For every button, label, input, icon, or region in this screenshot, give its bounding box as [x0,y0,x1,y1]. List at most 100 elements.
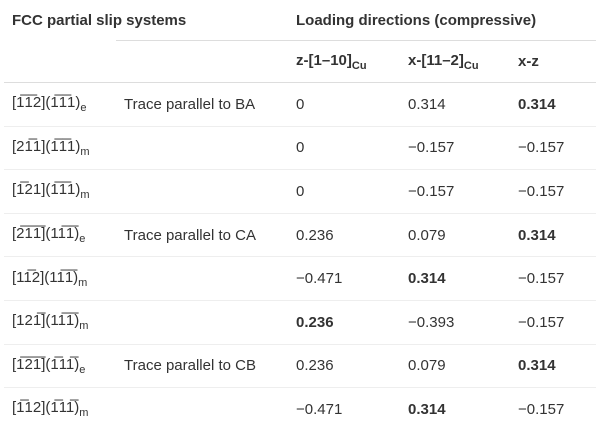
slip-system: [21̅1](1̅1̅1) [12,137,81,155]
value-cell: 0.314 [400,388,510,431]
value-cell: −0.157 [400,126,511,171]
column-header: z-[1–10]Cu [288,40,401,83]
value-cell: 0.314 [400,256,511,301]
value-cell: 0.314 [510,82,597,127]
table-row: [2̅1̅1̅](11̅1̅)e Trace parallel to CA 0.23… [4,213,597,258]
slip-system: [121̅](11̅1̅) [12,312,80,330]
value: −0.157 [518,182,565,200]
value: −0.157 [518,139,565,157]
slip-system-subscript: m [80,145,90,158]
column-header-text: z-[1–10] [296,51,352,69]
value: 0.236 [296,226,334,244]
value-cell: −0.157 [510,169,597,214]
table-row: [1̅12](1̅11̅)m −0.471 0.314 −0.157 [4,388,596,431]
value: 0.314 [408,270,446,288]
value-cell: 0.314 [510,344,597,389]
table-row: [1̅2̅1̅](1̅11̅)e Trace parallel to CB 0.23… [4,344,597,389]
slip-system-subscript: m [79,407,89,420]
trace-text: Trace parallel to CA [124,226,256,244]
slip-system-cell: [1̅1̅2](1̅1̅1)e [4,82,116,127]
slip-system-subscript: m [80,189,90,202]
column-header-text: x-[11–2] [408,51,464,69]
slip-system-cell: [1̅12](1̅11̅)m [4,388,288,431]
value-cell: 0.314 [400,82,511,127]
value: 0.314 [518,357,556,375]
slip-system: [1̅21](1̅1̅1) [12,181,81,199]
value: 0.079 [408,226,446,244]
slip-system: [1̅12](1̅11̅) [12,399,80,417]
header-row: FCC partial slip systems Loading directi… [4,0,597,41]
slip-system-cell: [11̅2](11̅1̅)m [4,256,289,301]
value: 0.314 [518,95,556,113]
slip-system: [2̅1̅1̅](11̅1̅) [12,225,80,243]
column-header-subscript: Cu [351,59,367,72]
column-header: x-z [510,40,597,83]
value: 0 [296,139,305,157]
value-cell: −0.471 [288,388,400,431]
table-row: [21̅1](1̅1̅1)m 0 −0.157 −0.157 [4,126,597,171]
table-row: [1̅1̅2](1̅1̅1)e Trace parallel to BA 0 0.31… [4,82,597,127]
value: −0.471 [296,400,343,418]
value-cell: 0.079 [400,344,511,389]
trace-cell: Trace parallel to CA [116,213,289,258]
value: −0.471 [296,270,343,288]
slip-system: [1̅1̅2](1̅1̅1) [12,94,81,112]
value: 0 [296,182,305,200]
slip-system-cell: [2̅1̅1̅](11̅1̅)e [4,213,116,258]
value-cell: −0.157 [400,169,511,214]
slip-system-subscript: m [78,276,88,289]
value-cell: −0.393 [400,300,511,345]
value: 0.314 [518,226,556,244]
slip-system-cell: [121̅](11̅1̅)m [4,300,289,345]
slip-system-subscript: e [80,102,87,115]
value: 0.079 [408,357,446,375]
column-header-subscript: Cu [463,59,479,72]
trace-cell: Trace parallel to BA [116,82,289,127]
value-cell: 0.236 [288,300,401,345]
slip-table: FCC partial slip systems Loading directi… [4,0,597,431]
value: 0.236 [296,313,334,331]
column-header-row: z-[1–10]Cu x-[11–2]Cu x-z [4,40,597,83]
table-row: [121̅](11̅1̅)m 0.236 −0.393 −0.157 [4,300,597,345]
trace-text: Trace parallel to BA [124,95,256,113]
trace-cell: Trace parallel to CB [116,344,289,389]
value-cell: −0.157 [510,126,597,171]
value: 0.314 [408,400,446,418]
value-cell: 0 [288,126,401,171]
column-header-text: x-z [518,53,539,70]
value-cell: 0.236 [288,344,401,389]
table-title: FCC partial slip systems [12,11,187,29]
slip-system-cell: [1̅2̅1̅](1̅11̅)e [4,344,116,389]
value: 0.236 [296,357,334,375]
value-cell: 0.079 [400,213,511,258]
column-header: x-[11–2]Cu [400,40,511,83]
value: 0.314 [408,95,446,113]
table-row: [11̅2](11̅1̅)m −0.471 0.314 −0.157 [4,256,597,301]
slip-system-subscript: m [79,320,89,333]
slip-system: [11̅2](11̅1̅) [12,268,79,286]
value: −0.157 [408,182,455,200]
slip-system-cell: [21̅1](1̅1̅1)m [4,126,289,171]
value-cell: 0.314 [510,213,597,258]
value-cell: −0.157 [510,388,596,431]
value: −0.157 [518,313,565,331]
slip-system-cell: [1̅21](1̅1̅1)m [4,169,289,214]
value-cell: 0.236 [288,213,401,258]
value-cell: −0.157 [510,256,597,301]
slip-system-subscript: e [79,233,86,246]
value-cell: −0.157 [510,300,597,345]
value: −0.157 [518,400,565,418]
value-cell: 0 [288,82,401,127]
slip-system-subscript: e [79,363,86,376]
group-header: Loading directions (compressive) [296,11,537,29]
table-row: [1̅21](1̅1̅1)m 0 −0.157 −0.157 [4,169,597,214]
value: −0.157 [408,139,455,157]
trace-text: Trace parallel to CB [124,357,256,375]
value-cell: −0.471 [288,256,401,301]
value: 0 [296,95,305,113]
value: −0.393 [408,313,455,331]
value: −0.157 [518,270,565,288]
value-cell: 0 [288,169,401,214]
slip-system: [1̅2̅1̅](1̅11̅) [12,355,80,373]
